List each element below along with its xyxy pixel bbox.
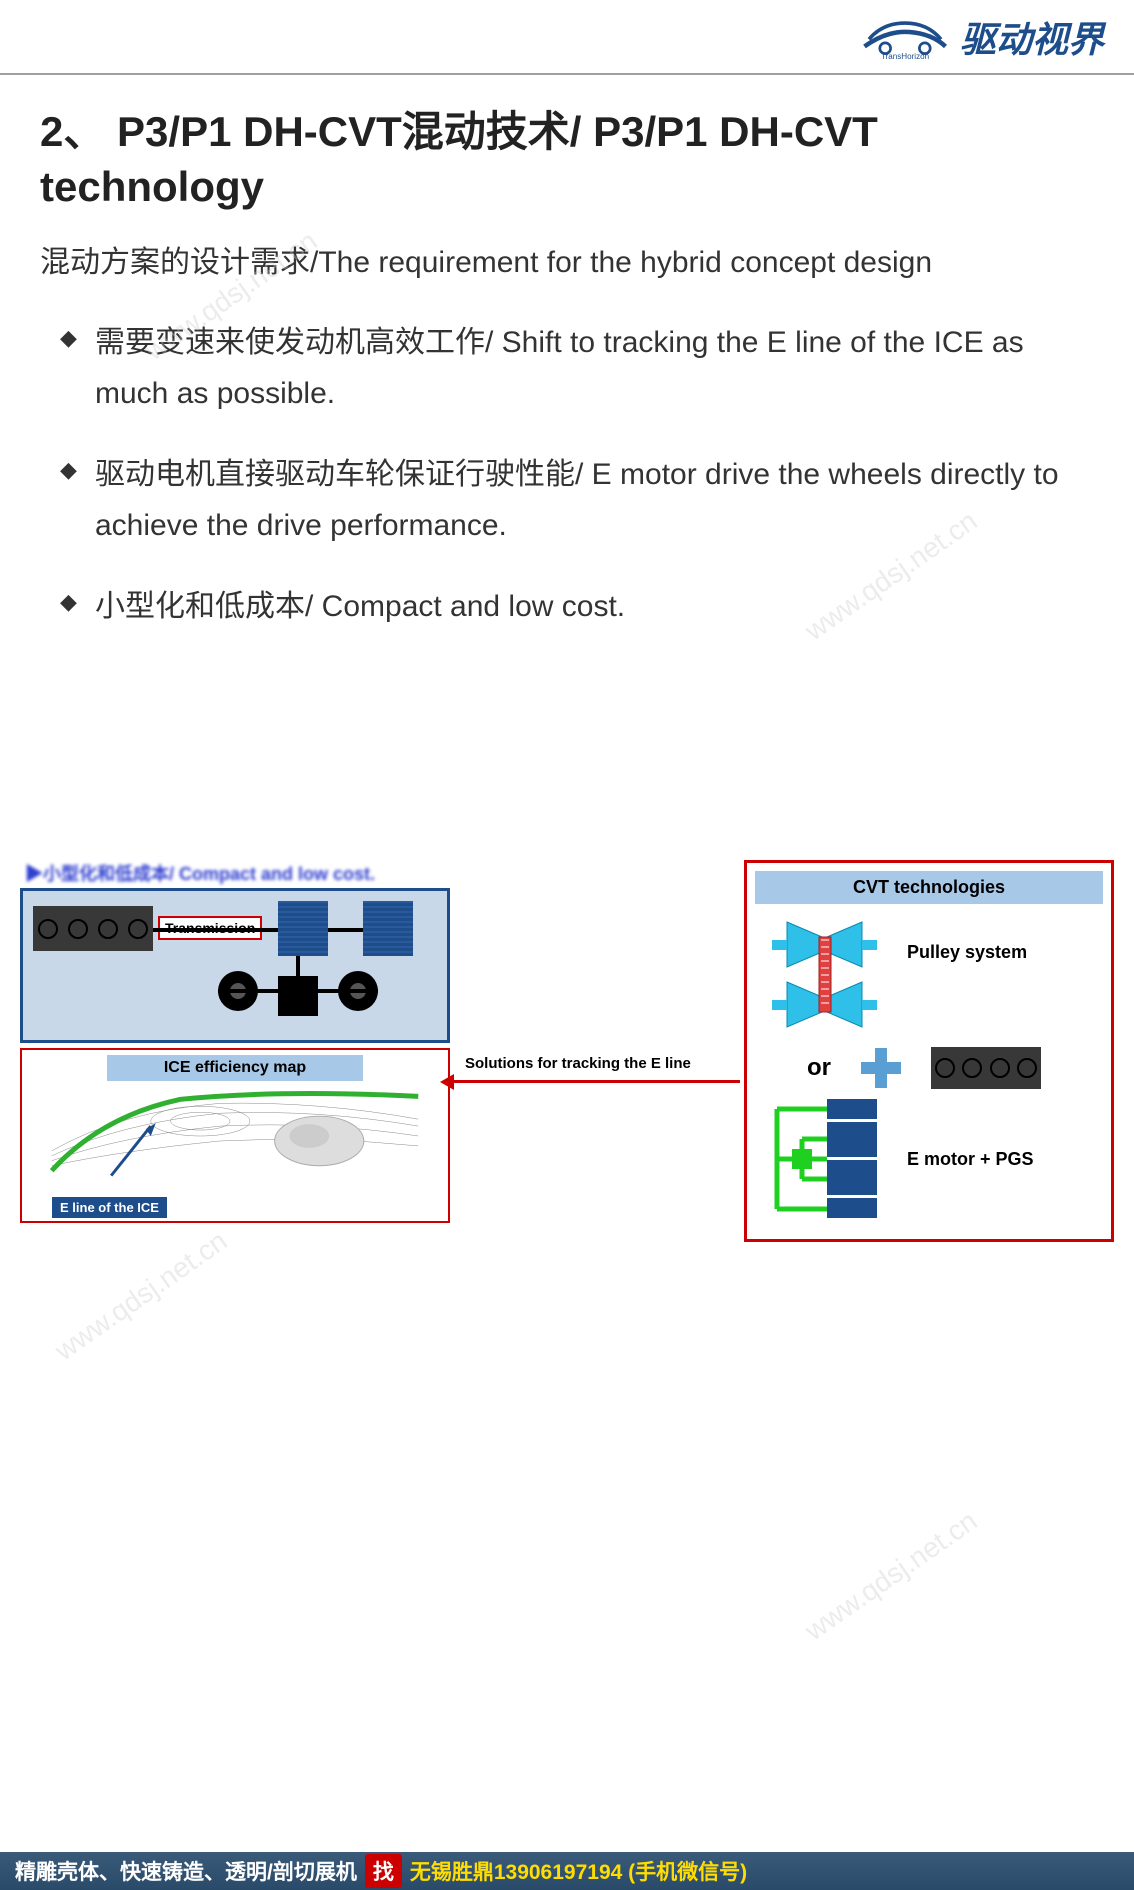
svg-text:TransHorizon: TransHorizon xyxy=(881,52,929,61)
footer-left-text: 精雕壳体、快速铸造、透明/剖切展机 xyxy=(15,1856,357,1886)
or-text: or xyxy=(807,1054,831,1082)
solutions-arrow-icon xyxy=(450,1080,740,1083)
car-logo-icon: TransHorizon xyxy=(860,12,950,62)
logo-container: TransHorizon 驱动视界 xyxy=(860,11,1104,63)
main-title: 2、 P3/P1 DH-CVT混动技术/ P3/P1 DH-CVT techno… xyxy=(40,105,1094,214)
brand-text: 驱动视界 xyxy=(960,11,1104,63)
pulley-label: Pulley system xyxy=(907,942,1027,963)
transmission-unit-icon xyxy=(363,901,413,956)
diagram-area: ▶小型化和低成本/ Compact and low cost. Transmis… xyxy=(20,860,1114,1310)
e-line-label: E line of the ICE xyxy=(52,1197,167,1218)
footer-badge: 找 xyxy=(365,1854,402,1888)
left-diagram: ▶小型化和低成本/ Compact and low cost. Transmis… xyxy=(20,860,460,1223)
differential-icon xyxy=(278,976,318,1016)
cvt-title: CVT technologies xyxy=(755,871,1103,904)
engine-icon xyxy=(33,906,153,951)
engine-small-icon xyxy=(931,1047,1041,1089)
page-header: TransHorizon 驱动视界 xyxy=(0,0,1134,75)
efficiency-chart-icon xyxy=(22,1081,448,1191)
blurry-header: ▶小型化和低成本/ Compact and low cost. xyxy=(20,860,460,886)
ice-map-title: ICE efficiency map xyxy=(107,1055,363,1081)
or-row: or xyxy=(747,1047,1111,1089)
subtitle: 混动方案的设计需求/The requirement for the hybrid… xyxy=(40,239,1094,287)
cvt-technologies-box: CVT technologies xyxy=(744,860,1114,1242)
bullet-item: 小型化和低成本/ Compact and low cost. xyxy=(60,581,1094,632)
bullet-item: 需要变速来使发动机高效工作/ Shift to tracking the E l… xyxy=(60,317,1094,419)
bullet-item: 驱动电机直接驱动车轮保证行驶性能/ E motor drive the whee… xyxy=(60,449,1094,551)
powertrain-box: Transmission xyxy=(20,888,450,1043)
arrow-head-icon xyxy=(440,1074,454,1090)
footer-contact: 无锡胜鼎13906197194 (手机微信号) xyxy=(410,1856,747,1886)
content-area: 2、 P3/P1 DH-CVT混动技术/ P3/P1 DH-CVT techno… xyxy=(0,75,1134,692)
solutions-arrow-label: Solutions for tracking the E line xyxy=(465,1055,691,1072)
ice-efficiency-map: ICE efficiency map E line of xyxy=(20,1048,450,1223)
transmission-unit-icon xyxy=(278,901,328,956)
emotor-label: E motor + PGS xyxy=(907,1149,1034,1170)
page-footer: 精雕壳体、快速铸造、透明/剖切展机 找 无锡胜鼎13906197194 (手机微… xyxy=(0,1852,1134,1890)
watermark: www.qdsj.net.cn xyxy=(799,1505,983,1647)
bullet-list: 需要变速来使发动机高效工作/ Shift to tracking the E l… xyxy=(40,317,1094,632)
emotor-pgs-icon: E motor + PGS xyxy=(747,1094,1111,1224)
plus-icon xyxy=(861,1048,901,1088)
pulley-system-icon: Pulley system xyxy=(747,912,1111,1042)
